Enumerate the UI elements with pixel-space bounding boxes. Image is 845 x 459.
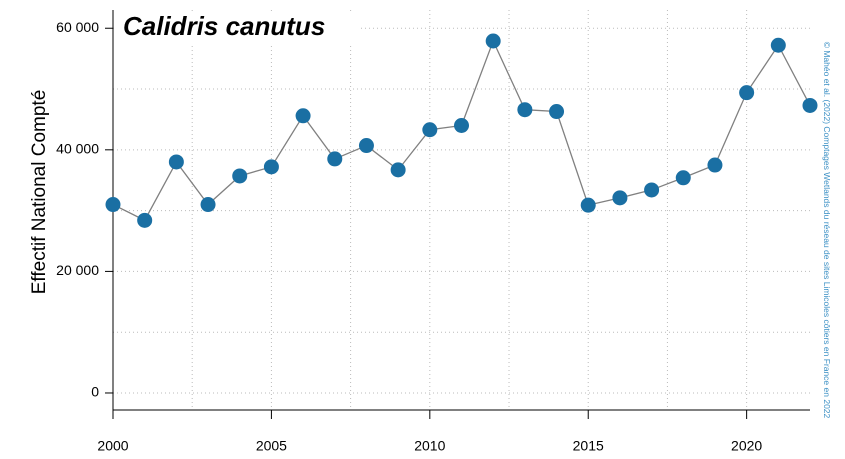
y-tick-label: 60 000 xyxy=(56,19,99,35)
data-point xyxy=(580,197,596,213)
data-point xyxy=(644,182,660,198)
data-point xyxy=(137,212,153,228)
data-point xyxy=(485,33,501,49)
data-point xyxy=(549,104,565,120)
data-point xyxy=(168,154,184,170)
data-point xyxy=(454,118,469,134)
data-point xyxy=(707,157,723,173)
x-tick-label: 2015 xyxy=(573,438,604,454)
data-point xyxy=(295,108,311,124)
x-tick-label: 2000 xyxy=(97,438,128,454)
data-point xyxy=(739,85,755,101)
data-point xyxy=(200,197,216,213)
data-point xyxy=(422,122,438,138)
data-point xyxy=(770,37,786,53)
y-tick-label: 40 000 xyxy=(56,141,99,157)
data-point xyxy=(675,170,691,186)
x-tick-label: 2020 xyxy=(731,438,762,454)
data-point xyxy=(802,97,818,113)
data-point xyxy=(517,102,533,118)
data-point xyxy=(327,151,343,167)
data-point xyxy=(232,168,248,184)
credit: © Mahéo et al. (2022) Comptages Wetlands… xyxy=(822,42,832,419)
y-axis-label: Effectif National Compté xyxy=(29,90,50,295)
data-point xyxy=(263,159,279,175)
data-point xyxy=(390,162,406,178)
title-box xyxy=(117,12,359,46)
y-tick-label: 20 000 xyxy=(56,262,99,278)
x-tick-label: 2010 xyxy=(414,438,445,454)
chart-title: Calidris canutus xyxy=(123,11,325,41)
x-tick-label: 2005 xyxy=(256,438,287,454)
y-tick-label: 0 xyxy=(91,384,99,400)
data-point xyxy=(358,138,374,154)
data-point xyxy=(612,190,628,206)
data-point xyxy=(105,197,121,213)
